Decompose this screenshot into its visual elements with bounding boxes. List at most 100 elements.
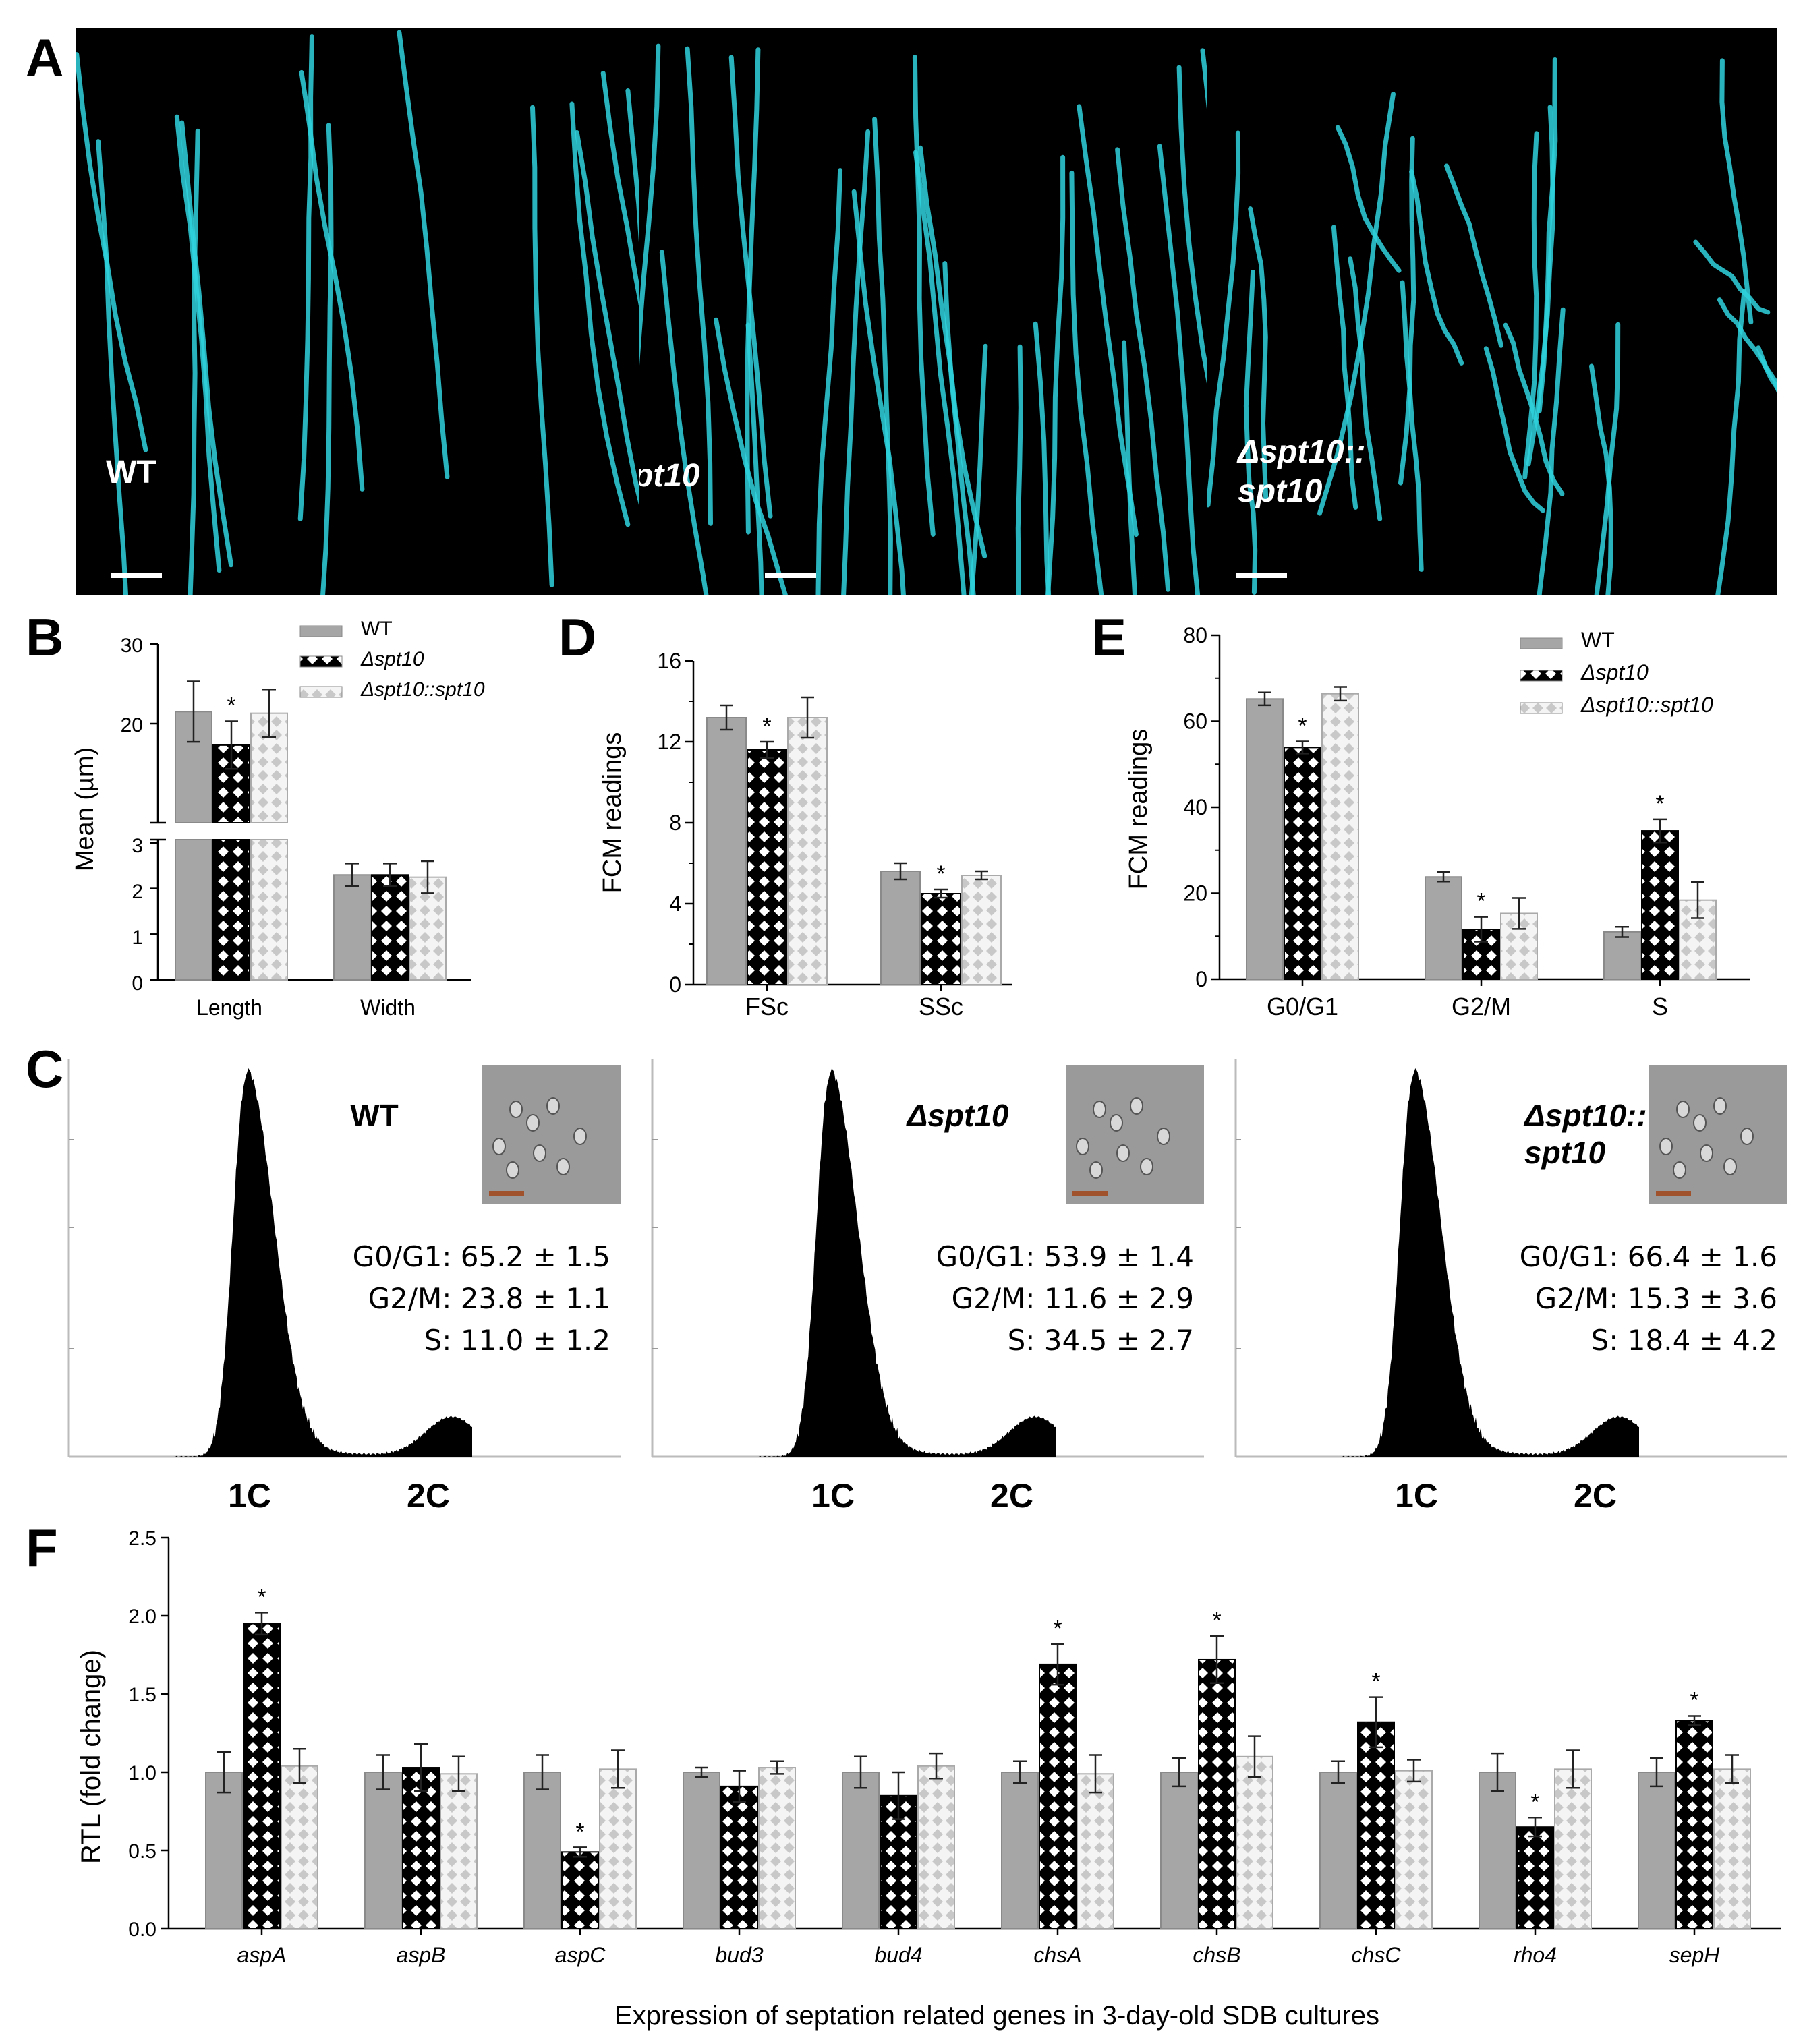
bar-sepH-s1	[1675, 1720, 1713, 1929]
error-bar	[573, 1846, 587, 1858]
panel-label-a: A	[26, 28, 64, 87]
x-tick-label: bud3	[715, 1943, 763, 1967]
error-bar	[1512, 897, 1526, 930]
hypha	[76, 52, 148, 452]
x-tick-label: G2/M	[1452, 993, 1511, 1020]
y-tick-label: 2.0	[128, 1606, 156, 1628]
bar-chsB-s1	[1198, 1658, 1236, 1930]
error-bar	[1650, 1757, 1663, 1788]
micrograph-mutant: Δspt10	[639, 28, 1207, 595]
legend-swatch-wt	[299, 625, 343, 637]
hypha	[1121, 340, 1137, 595]
hypha	[912, 55, 936, 537]
error-bar	[1474, 916, 1488, 943]
error-bar	[262, 689, 276, 738]
hypha	[1594, 322, 1621, 595]
dna-content-histogram	[175, 1068, 472, 1457]
bar-aspB-s1	[402, 1767, 440, 1930]
histogram-title: Δspt10	[905, 1098, 1008, 1133]
y-tick-label: 1.0	[128, 1762, 156, 1784]
legend-swatch-comp	[1520, 702, 1563, 714]
legend-label-mut: Δspt10	[1580, 660, 1649, 684]
x-axis-label: Expression of septation related genes in…	[614, 2001, 1379, 2031]
error-bar	[1296, 740, 1309, 755]
bar-Length-s2	[250, 839, 288, 981]
bar-G0/G1-s1	[1284, 747, 1321, 980]
hypha	[1400, 280, 1424, 572]
significance-star: *	[227, 693, 235, 718]
bar-aspB-s2	[440, 1773, 478, 1929]
micrograph-complemented: Δspt10:: spt10	[1207, 28, 1777, 595]
x-tick-label: chsB	[1193, 1943, 1240, 1967]
bar-aspA-s0	[205, 1772, 243, 1929]
hypha	[659, 250, 709, 595]
dna-content-histogram	[1342, 1068, 1639, 1457]
y-tick-label: 1	[132, 927, 143, 949]
error-bar	[1258, 691, 1271, 707]
error-bar	[293, 1747, 306, 1784]
hypha	[714, 317, 788, 595]
legend-label-wt: WT	[361, 618, 393, 640]
panel-label-f: F	[26, 1518, 58, 1577]
bar-aspC-s0	[523, 1772, 561, 1929]
bar-chsA-s2	[1077, 1773, 1114, 1929]
scale-bar	[765, 573, 816, 578]
hypha	[1335, 125, 1402, 273]
x-tick-label: Width	[360, 995, 416, 1020]
error-bar	[1653, 818, 1667, 844]
y-axis-label: RTL (fold change)	[76, 1649, 106, 1864]
y-tick-label: 2	[132, 881, 143, 903]
bar-FSc-s2	[787, 717, 828, 985]
hypha	[397, 30, 450, 479]
hypha	[745, 322, 764, 595]
cell-cycle-stat: S: 34.5 ± 2.7	[1008, 1324, 1194, 1357]
x-tick-label-1C: 1C	[1395, 1477, 1438, 1515]
y-tick-label: 30	[121, 635, 143, 657]
error-bar	[892, 1771, 905, 1820]
chart-f-gene-expression: RTL (fold change) Expression of septatio…	[76, 1527, 1781, 2031]
error-bar	[421, 860, 434, 894]
error-bar	[383, 863, 397, 887]
panel-label-e: E	[1091, 608, 1127, 667]
significance-star: *	[1655, 791, 1664, 817]
y-tick-label: 0.5	[128, 1840, 156, 1863]
hypha	[1444, 163, 1503, 348]
significance-star: *	[1371, 1669, 1380, 1695]
bar-SSc-s0	[880, 871, 921, 985]
panel-label-d: D	[558, 608, 597, 667]
error-bar	[217, 1751, 231, 1794]
bar-chsB-s0	[1160, 1772, 1198, 1929]
x-tick-label: chsC	[1352, 1943, 1402, 1967]
conidia-inset-image	[1066, 1065, 1204, 1204]
x-tick-label: bud4	[874, 1943, 922, 1967]
bar-aspC-s2	[599, 1768, 637, 1929]
y-tick-label: 8	[669, 811, 681, 835]
hypha	[1398, 136, 1416, 486]
bar-aspB-s0	[364, 1772, 402, 1929]
hypha	[841, 129, 871, 595]
bar-aspC-s1	[561, 1851, 599, 1930]
hypha	[1348, 256, 1383, 521]
y-tick-label: 1.5	[128, 1684, 156, 1706]
hypha	[1719, 58, 1754, 325]
error-bar	[770, 1760, 784, 1775]
hypha	[1157, 144, 1201, 595]
error-bar	[1407, 1759, 1421, 1783]
hypha	[942, 261, 976, 595]
x-tick-label-1C: 1C	[811, 1477, 855, 1515]
cell-cycle-stat: G2/M: 11.6 ± 2.9	[952, 1282, 1194, 1315]
hypha	[1526, 105, 1555, 467]
hypha	[625, 88, 639, 253]
x-tick-label-2C: 2C	[1574, 1477, 1617, 1515]
legend-swatch-mut	[299, 655, 343, 668]
error-bar	[414, 1743, 428, 1792]
hypha	[1207, 130, 1241, 508]
bar-G0/G1-s2	[1321, 693, 1359, 980]
y-tick-label: 0	[669, 972, 681, 997]
significance-star: *	[1212, 1608, 1221, 1633]
y-tick-label: 80	[1183, 623, 1207, 647]
hypha	[569, 101, 631, 527]
bar-chsC-s1	[1357, 1721, 1395, 1929]
error-bar	[376, 1754, 390, 1790]
error-bar	[1566, 1749, 1580, 1789]
